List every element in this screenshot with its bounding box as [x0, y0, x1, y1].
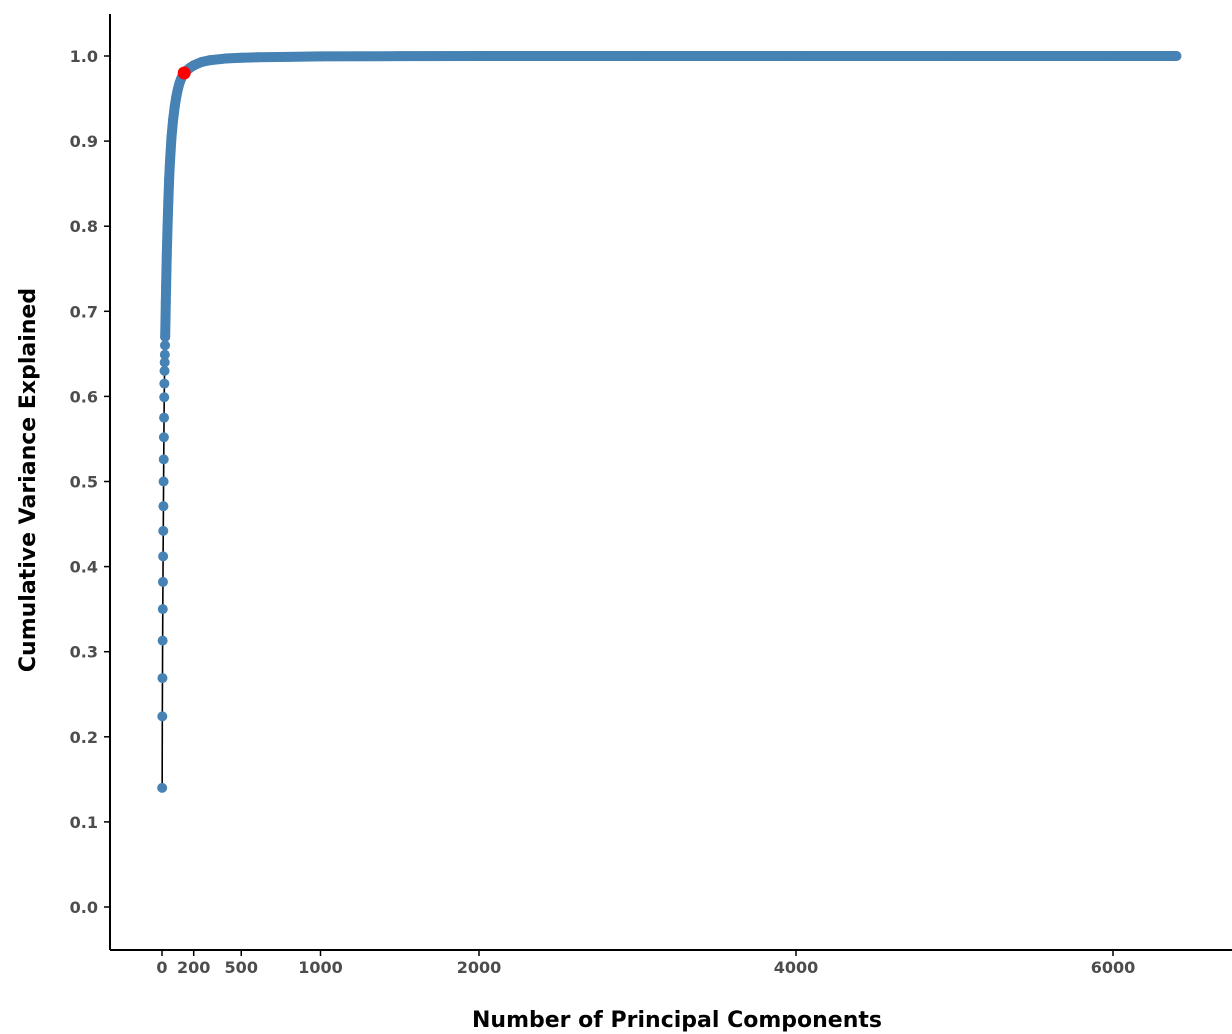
y-tick-label: 0.4	[70, 558, 98, 577]
data-point	[168, 114, 179, 125]
data-point	[159, 357, 170, 368]
data-point	[161, 250, 172, 261]
y-tick-label: 0.5	[70, 473, 98, 492]
series-line	[161, 55, 1177, 788]
data-point	[315, 51, 326, 62]
data-point	[171, 91, 182, 102]
x-axis-title: Number of Principal Components	[472, 1008, 882, 1033]
series-point-band	[160, 51, 1182, 342]
data-point	[161, 280, 172, 291]
data-point	[158, 454, 169, 465]
y-tick-label: 0.9	[70, 132, 98, 151]
data-point	[157, 604, 168, 615]
plot-area	[157, 51, 1182, 793]
data-point	[949, 51, 960, 61]
data-point	[160, 340, 171, 351]
data-point	[158, 525, 169, 536]
y-tick-label: 0.2	[70, 728, 98, 747]
y-tick-label: 0.6	[70, 387, 98, 406]
data-point	[791, 51, 801, 61]
y-tick-label: 0.1	[70, 813, 98, 832]
data-point	[159, 392, 170, 403]
y-tick-label: 1.0	[70, 47, 98, 66]
x-tick-label: 200	[177, 958, 210, 977]
data-point	[157, 635, 168, 646]
data-point	[166, 131, 177, 142]
y-axis-ticks: 0.0 0.1 0.2 0.3 0.4 0.5 0.6 0.7 0.8 0.9 1.0	[70, 47, 110, 917]
data-point	[158, 501, 169, 512]
data-point	[188, 60, 199, 71]
x-tick-label: 500	[225, 958, 258, 977]
data-point	[161, 265, 172, 276]
data-point	[1171, 51, 1182, 61]
data-point	[204, 55, 215, 66]
data-point	[1108, 51, 1118, 61]
data-point	[157, 673, 168, 684]
data-point	[159, 412, 170, 423]
data-point	[160, 297, 171, 308]
y-tick-label: 0.0	[70, 898, 98, 917]
data-point	[158, 476, 169, 487]
data-point	[159, 378, 170, 389]
data-point	[220, 53, 231, 64]
x-tick-label: 4000	[774, 958, 819, 977]
data-point	[252, 52, 263, 63]
x-tick-label: 6000	[1091, 958, 1136, 977]
data-point	[394, 51, 405, 62]
data-point	[236, 52, 247, 63]
y-axis-title: Cumulative Variance Explained	[16, 288, 41, 672]
data-point	[160, 314, 171, 325]
data-point	[158, 432, 169, 443]
data-point	[474, 51, 484, 61]
data-point	[164, 174, 175, 185]
data-point	[163, 195, 174, 206]
y-tick-label: 0.8	[70, 217, 98, 236]
data-point	[162, 221, 173, 232]
selected-point	[177, 66, 191, 80]
data-point	[159, 365, 170, 376]
x-tick-label: 1000	[298, 958, 343, 977]
data-point	[632, 51, 643, 61]
data-point	[164, 157, 175, 168]
y-tick-label: 0.7	[70, 302, 98, 321]
data-point	[283, 51, 294, 62]
data-point	[159, 349, 170, 360]
data-point	[158, 551, 169, 562]
data-point	[157, 782, 168, 793]
x-tick-label: 0	[156, 958, 167, 977]
x-tick-label: 2000	[457, 958, 502, 977]
data-point	[157, 711, 168, 722]
data-point	[196, 56, 207, 67]
axes	[109, 14, 1232, 951]
y-tick-label: 0.3	[70, 643, 98, 662]
x-axis-ticks: 0 200 500 1000 2000 4000 6000	[156, 950, 1135, 977]
data-point	[169, 102, 180, 113]
data-point	[157, 576, 168, 587]
data-point	[160, 331, 171, 342]
